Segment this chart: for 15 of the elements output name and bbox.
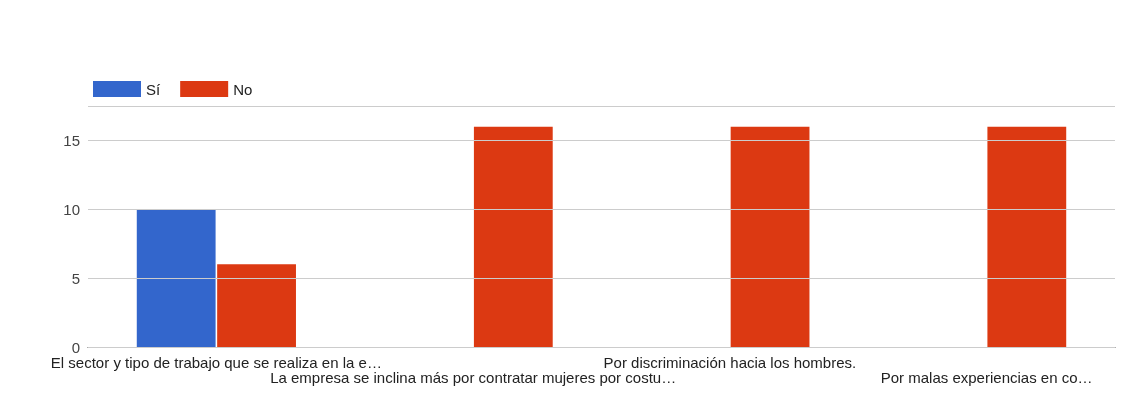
bar — [217, 264, 296, 347]
bar — [473, 126, 553, 347]
y-tick-label: 15 — [63, 131, 80, 149]
x-tick-label: Por malas experiencias en co… — [880, 369, 1093, 386]
y-tick-label: 10 — [63, 200, 80, 218]
legend-label: Sí — [146, 80, 161, 98]
bar — [136, 209, 216, 347]
legend-label: No — [233, 80, 253, 98]
y-tick-label: 0 — [71, 338, 80, 356]
x-tick-label: Por discriminación hacia los hombres. — [603, 354, 857, 371]
bar — [987, 126, 1067, 347]
x-tick-label: La empresa se inclina más por contratar mujeres por costu… — [270, 369, 677, 386]
y-tick-label: 5 — [71, 269, 80, 287]
x-tick-label: El sector y tipo de trabajo que se realiza en la e… — [50, 354, 382, 371]
bar — [730, 126, 810, 347]
